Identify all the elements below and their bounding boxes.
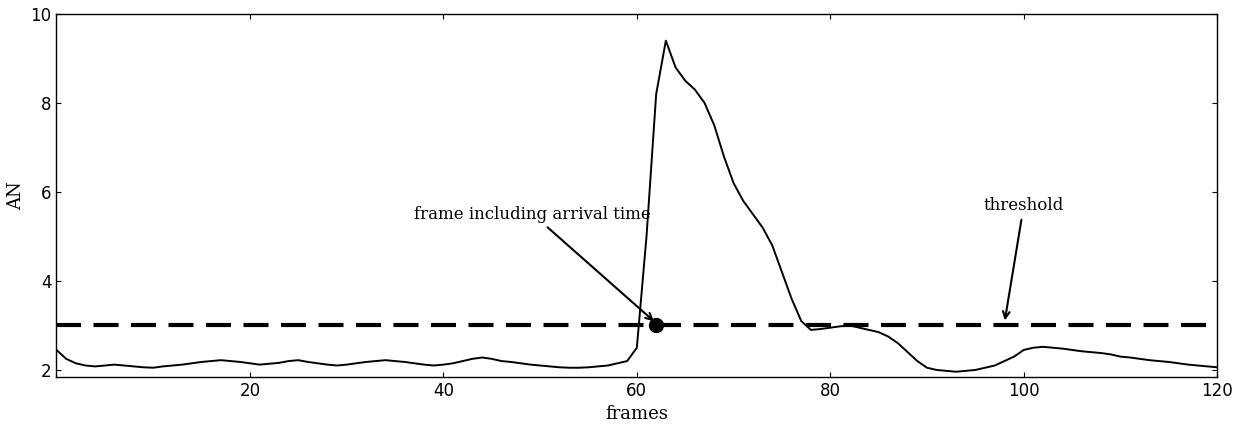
Text: frame including arrival time: frame including arrival time — [414, 206, 652, 320]
Y-axis label: AN: AN — [7, 181, 25, 210]
Point — [646, 322, 666, 329]
X-axis label: frames: frames — [605, 405, 668, 423]
Text: threshold: threshold — [983, 197, 1064, 318]
